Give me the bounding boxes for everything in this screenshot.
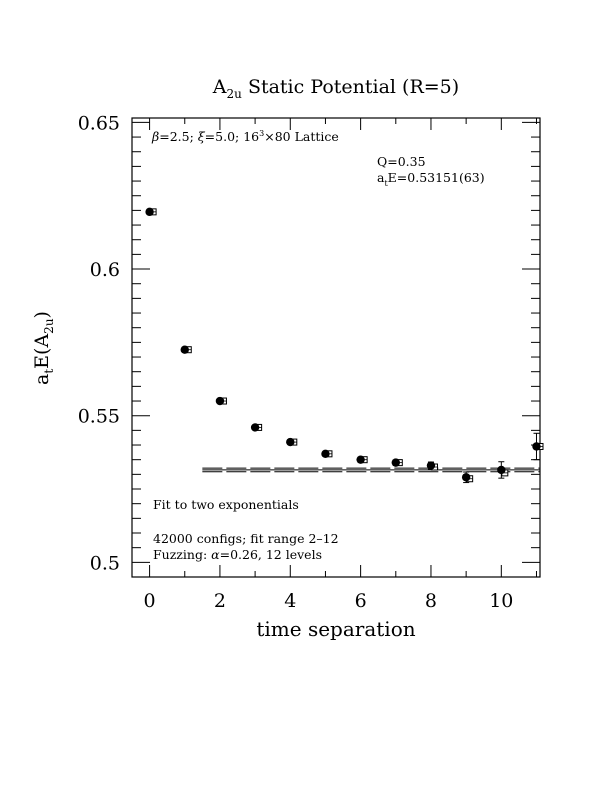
x-tick-label: 6 bbox=[355, 590, 367, 612]
data-point bbox=[461, 473, 471, 482]
x-tick-label: 4 bbox=[284, 590, 296, 612]
x-tick-label: 2 bbox=[214, 590, 226, 612]
x-tick-label: 8 bbox=[425, 590, 437, 612]
x-tick-label: 10 bbox=[489, 590, 513, 612]
data-point bbox=[321, 449, 330, 459]
data-point bbox=[180, 345, 189, 354]
series-open-squares bbox=[149, 208, 544, 483]
axis-ticks bbox=[132, 118, 540, 577]
lattice-annotation: β=2.5; ξ=5.0; 163×80 Lattice bbox=[151, 129, 339, 144]
data-point bbox=[145, 207, 154, 217]
x-tick-label: 0 bbox=[144, 590, 156, 612]
data-point bbox=[250, 423, 260, 432]
y-tick-label: 0.5 bbox=[90, 552, 120, 574]
data-point bbox=[356, 455, 365, 464]
energy-annotation: atE=0.53151(63) bbox=[377, 170, 485, 188]
data-point bbox=[532, 442, 541, 451]
plot-frame bbox=[131, 117, 541, 578]
fit-annotation: Fit to two exponentials bbox=[153, 497, 299, 512]
data-point bbox=[215, 396, 225, 406]
data-point bbox=[286, 437, 295, 447]
fuzzing-annotation: Fuzzing: α=0.26, 12 levels bbox=[153, 547, 322, 562]
y-tick-label: 0.55 bbox=[78, 406, 120, 428]
y-axis-label: atE(A2u) bbox=[31, 311, 56, 385]
data-point bbox=[391, 458, 400, 467]
fit-band bbox=[202, 467, 540, 473]
error-bars bbox=[146, 209, 540, 484]
x-tick-labels: 0 2 4 6 8 10 bbox=[144, 590, 514, 612]
y-tick-label: 0.6 bbox=[90, 259, 120, 281]
data-point bbox=[426, 461, 436, 470]
q-annotation: Q=0.35 bbox=[377, 154, 426, 169]
series-filled-circles bbox=[145, 207, 541, 482]
chart-title: A2u Static Potential (R=5) bbox=[212, 76, 459, 101]
y-tick-label: 0.65 bbox=[78, 112, 120, 134]
x-axis-label: time separation bbox=[256, 617, 415, 641]
configs-annotation: 42000 configs; fit range 2–12 bbox=[153, 531, 339, 546]
data-point bbox=[497, 465, 506, 475]
y-tick-labels: 0.5 0.55 0.6 0.65 bbox=[78, 112, 120, 574]
